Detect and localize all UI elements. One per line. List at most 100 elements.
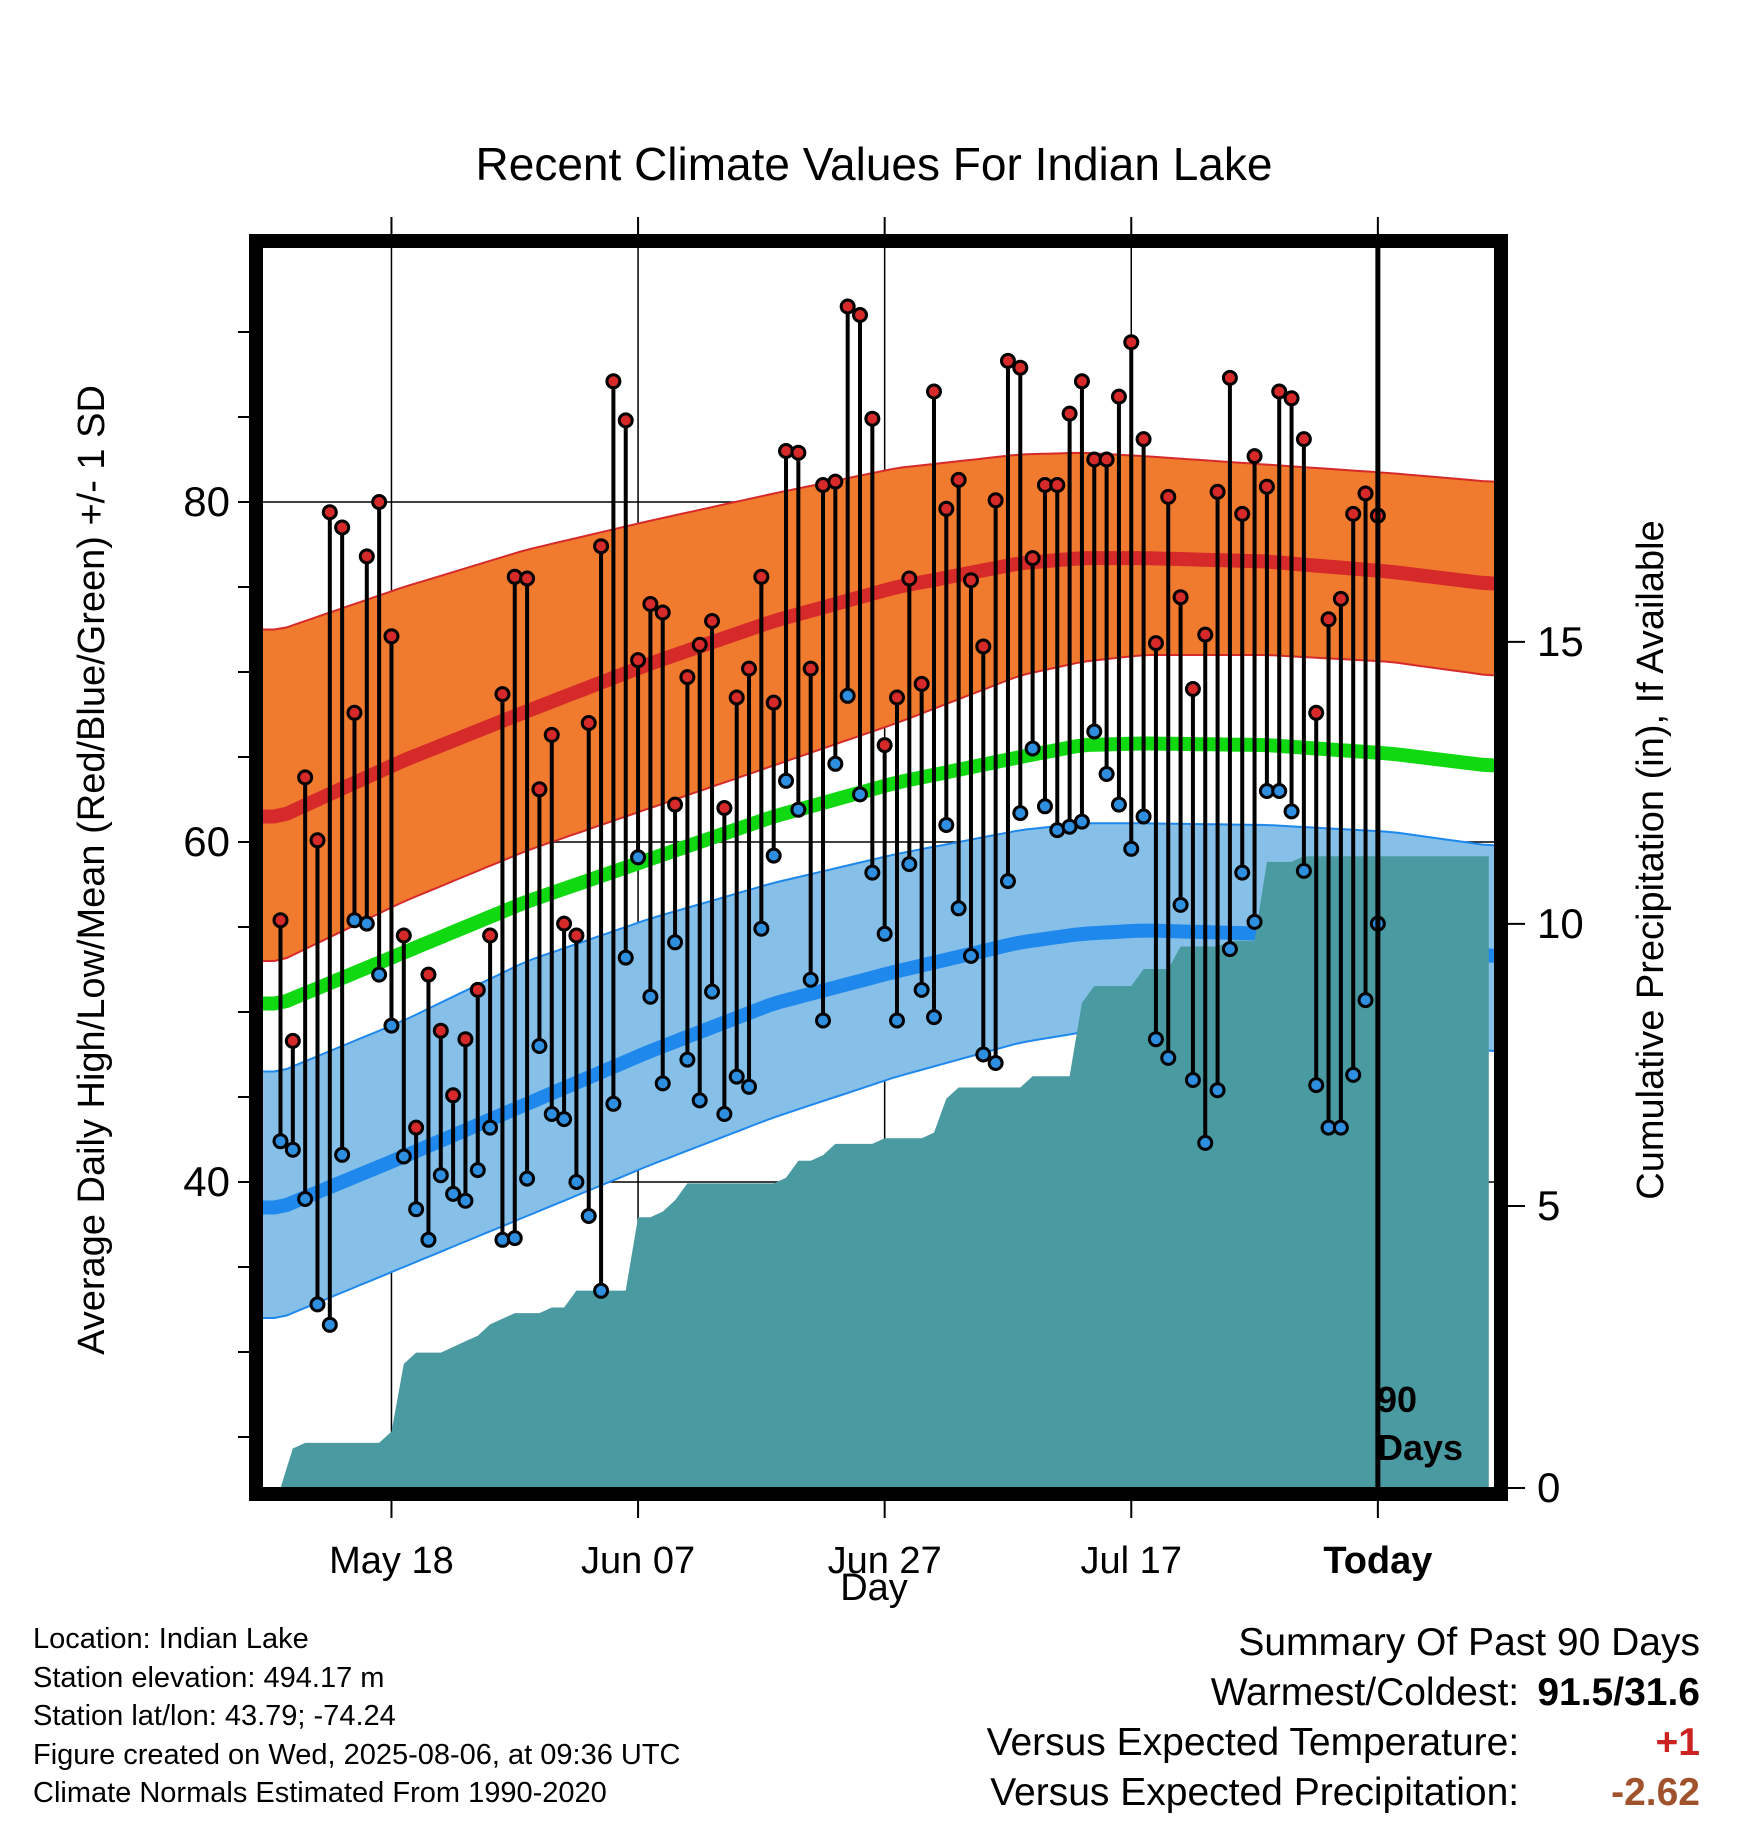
high-point-5 xyxy=(334,519,351,536)
daily-points xyxy=(272,298,1386,1333)
low-point-81 xyxy=(1271,783,1288,799)
station-info: Location: Indian Lake Station elevation:… xyxy=(33,1620,681,1813)
plot-border xyxy=(249,234,1508,1501)
high-point-13 xyxy=(432,1022,449,1039)
low-point-58 xyxy=(987,1055,1004,1071)
high-point-9 xyxy=(383,628,400,645)
low-point-28 xyxy=(617,949,634,966)
low-point-60 xyxy=(1012,805,1029,822)
normal-mean-line xyxy=(262,736,1496,1011)
high-point-31 xyxy=(654,604,671,621)
precip-area xyxy=(280,856,1489,1488)
low-point-59 xyxy=(999,873,1016,890)
high-point-46 xyxy=(839,298,856,315)
low-point-27 xyxy=(605,1095,622,1112)
high-point-38 xyxy=(741,660,758,677)
low-point-5 xyxy=(334,1146,351,1163)
low-point-38 xyxy=(741,1078,758,1095)
y2-tick-label-10: 10 xyxy=(1537,900,1584,947)
low-point-78 xyxy=(1234,864,1251,881)
low-point-61 xyxy=(1024,740,1041,757)
low-point-19 xyxy=(506,1230,523,1247)
high-point-26 xyxy=(593,538,610,555)
high-point-73 xyxy=(1172,589,1189,606)
high-point-8 xyxy=(371,494,388,510)
high-point-54 xyxy=(938,500,955,517)
low-point-72 xyxy=(1160,1049,1177,1066)
low-point-44 xyxy=(815,1012,832,1029)
low-point-21 xyxy=(531,1038,548,1054)
low-point-12 xyxy=(420,1231,437,1248)
created-text: Figure created on Wed, 2025-08-06, at 09… xyxy=(33,1738,681,1771)
precip-area-group xyxy=(280,856,1489,1488)
location-text: Location: Indian Lake xyxy=(33,1623,309,1655)
high-point-53 xyxy=(925,383,942,400)
high-point-56 xyxy=(962,572,979,589)
high-point-85 xyxy=(1320,611,1337,628)
high-point-37 xyxy=(728,689,745,706)
high-point-42 xyxy=(790,444,807,461)
high-point-78 xyxy=(1234,505,1251,522)
high-point-80 xyxy=(1258,478,1275,495)
high-point-27 xyxy=(605,373,622,390)
high-point-60 xyxy=(1012,359,1029,376)
high-point-52 xyxy=(913,675,930,692)
high-point-39 xyxy=(753,568,770,585)
low-point-88 xyxy=(1357,992,1374,1009)
x-tick-label-jun-27: Jun 27 xyxy=(828,1540,942,1582)
low-point-2 xyxy=(297,1191,314,1207)
high-point-58 xyxy=(987,492,1004,509)
low-point-26 xyxy=(593,1282,610,1299)
high-point-45 xyxy=(827,473,844,490)
low-point-54 xyxy=(938,817,955,833)
warmest-value: 91.5/31.6 xyxy=(1537,1671,1700,1714)
summary-title: Summary Of Past 90 Days xyxy=(1238,1621,1700,1664)
high-point-64 xyxy=(1061,405,1078,422)
temp-label: Versus Expected Temperature: xyxy=(986,1721,1520,1764)
high-point-14 xyxy=(445,1087,462,1104)
marker-label-days-word: Days xyxy=(1377,1427,1463,1468)
high-point-6 xyxy=(346,704,363,721)
high-point-17 xyxy=(482,927,499,944)
high-point-22 xyxy=(543,726,560,743)
high-point-16 xyxy=(469,981,486,998)
x-tick-label-jun-07: Jun 07 xyxy=(581,1540,695,1582)
climate-chart: Recent Climate Values For Indian Lake 40… xyxy=(71,138,1672,1609)
high-point-30 xyxy=(642,596,659,612)
low-point-24 xyxy=(568,1174,585,1190)
low-point-42 xyxy=(790,801,807,818)
low-point-75 xyxy=(1197,1134,1214,1151)
high-point-40 xyxy=(765,694,782,711)
low-point-43 xyxy=(802,971,819,988)
high-point-33 xyxy=(679,669,696,686)
high-point-87 xyxy=(1345,505,1362,522)
low-point-7 xyxy=(358,915,375,932)
y-axis-label: Average Daily High/Low/Mean (Red/Blue/Gr… xyxy=(71,385,113,1355)
high-point-69 xyxy=(1123,334,1140,351)
low-point-74 xyxy=(1184,1072,1201,1088)
high-band-upper-edge xyxy=(262,451,1496,631)
low-point-32 xyxy=(667,934,684,951)
chart-title: Recent Climate Values For Indian Lake xyxy=(476,138,1273,190)
high-point-23 xyxy=(556,915,573,932)
low-point-9 xyxy=(383,1017,400,1034)
low-point-29 xyxy=(630,849,647,866)
low-point-87 xyxy=(1345,1066,1362,1083)
low-point-1 xyxy=(284,1141,301,1158)
high-point-75 xyxy=(1197,626,1214,643)
low-point-14 xyxy=(445,1185,462,1202)
normals-text: Climate Normals Estimated From 1990-2020 xyxy=(33,1777,607,1809)
x-tick-label-jul-17: Jul 17 xyxy=(1081,1540,1182,1582)
low-point-33 xyxy=(679,1051,696,1068)
high-point-11 xyxy=(408,1119,425,1136)
y2-tick-label-15: 15 xyxy=(1537,618,1584,665)
low-point-51 xyxy=(901,856,918,873)
high-point-55 xyxy=(950,471,967,488)
low-band-upper-edge xyxy=(262,822,1496,1073)
low-point-4 xyxy=(321,1316,338,1333)
low-point-70 xyxy=(1135,808,1152,825)
low-point-17 xyxy=(482,1119,499,1136)
low-point-56 xyxy=(962,947,979,964)
high-point-1 xyxy=(284,1032,301,1049)
high-point-15 xyxy=(457,1031,474,1048)
